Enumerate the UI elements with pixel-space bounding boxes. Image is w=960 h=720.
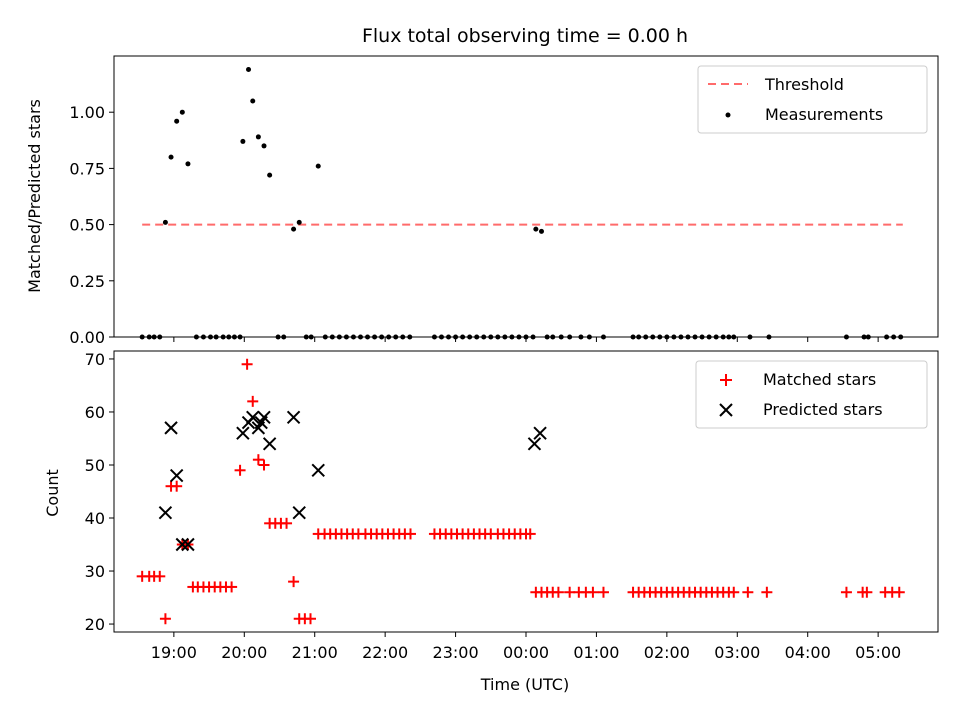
bottom-axes-frame bbox=[113, 350, 939, 633]
matched-star-point bbox=[861, 586, 873, 598]
x-tick-label: 22:00 bbox=[362, 643, 408, 662]
predicted-star-point bbox=[292, 506, 306, 520]
predicted-star-point bbox=[533, 426, 547, 440]
x-tick-label: 04:00 bbox=[785, 643, 831, 662]
x-tick-label: 19:00 bbox=[151, 643, 197, 662]
predicted-star-point bbox=[246, 410, 260, 424]
matched-star-point bbox=[234, 464, 246, 476]
y-tick-label: 30 bbox=[85, 562, 105, 581]
matched-star-point bbox=[241, 358, 253, 370]
matched-legend-label: Matched stars bbox=[763, 370, 876, 389]
x-tick-label: 00:00 bbox=[503, 643, 549, 662]
top-legend: Threshold Measurements bbox=[697, 65, 928, 134]
predicted-legend-swatch bbox=[719, 403, 733, 417]
y-tick-label: 0.50 bbox=[69, 216, 105, 235]
matched-star-point bbox=[226, 581, 238, 593]
bottom-x-axis: 19:00 20:00 21:00 22:00 23:00 00:00 01:00 02:00… bbox=[151, 632, 901, 662]
matched-star-point bbox=[258, 459, 270, 471]
predicted-star-point bbox=[311, 463, 325, 477]
matched-star-point bbox=[524, 528, 536, 540]
top-axes-frame bbox=[113, 55, 939, 338]
measurement-point bbox=[179, 109, 185, 115]
matched-star-point bbox=[404, 528, 416, 540]
matched-star-point bbox=[587, 586, 599, 598]
matched-star-point bbox=[742, 586, 754, 598]
y-tick-label: 70 bbox=[85, 350, 105, 369]
matched-star-point bbox=[171, 480, 183, 492]
matched-star-point bbox=[761, 586, 773, 598]
predicted-star-point bbox=[262, 437, 277, 451]
x-tick-label: 20:00 bbox=[221, 643, 267, 662]
top-y-axis-label: Matched/Predicted stars bbox=[25, 99, 44, 293]
y-tick-label: 40 bbox=[85, 509, 105, 528]
predicted-stars-series bbox=[158, 410, 547, 552]
matched-star-point bbox=[288, 576, 300, 588]
measurement-point bbox=[267, 172, 273, 178]
matched-star-point bbox=[552, 586, 564, 598]
predicted-star-point bbox=[257, 410, 271, 424]
matched-star-point bbox=[247, 395, 259, 407]
measurement-point bbox=[296, 219, 302, 225]
matched-legend-swatch bbox=[720, 374, 732, 386]
x-tick-label: 05:00 bbox=[855, 643, 901, 662]
matched-star-point bbox=[840, 586, 852, 598]
measurement-point bbox=[261, 143, 267, 149]
bottom-y-axis: 20 30 40 50 60 70 bbox=[85, 350, 114, 634]
x-tick-label: 21:00 bbox=[292, 643, 338, 662]
predicted-star-point bbox=[175, 537, 190, 552]
x-axis-label: Time (UTC) bbox=[480, 675, 569, 694]
x-tick-label: 23:00 bbox=[433, 643, 479, 662]
top-y-axis: 0.00 0.25 0.50 0.75 1.00 bbox=[69, 103, 114, 347]
predicted-star-point bbox=[169, 468, 184, 483]
measurement-point bbox=[240, 138, 246, 144]
measurement-point bbox=[538, 228, 544, 234]
bottom-legend: Matched stars Predicted stars bbox=[695, 360, 928, 429]
measurements-legend-label: Measurements bbox=[765, 105, 883, 124]
predicted-star-point bbox=[164, 421, 178, 435]
predicted-star-point bbox=[286, 410, 301, 424]
matched-star-point bbox=[252, 454, 264, 466]
measurement-point bbox=[250, 98, 256, 104]
matched-stars-series bbox=[136, 358, 905, 625]
matched-star-point bbox=[728, 586, 740, 598]
predicted-legend-label: Predicted stars bbox=[763, 400, 883, 419]
measurement-point bbox=[185, 161, 191, 167]
bottom-y-axis-label: Count bbox=[43, 469, 62, 517]
y-tick-label: 1.00 bbox=[69, 103, 105, 122]
measurement-point bbox=[291, 226, 297, 232]
y-tick-label: 20 bbox=[85, 615, 105, 634]
y-tick-label: 60 bbox=[85, 403, 105, 422]
matched-star-point bbox=[154, 570, 166, 582]
matched-star-point bbox=[281, 517, 293, 529]
x-tick-label: 02:00 bbox=[644, 643, 690, 662]
measurement-point bbox=[315, 163, 321, 169]
measurement-point bbox=[246, 66, 252, 72]
matched-star-point bbox=[304, 613, 316, 625]
measurement-point bbox=[174, 118, 180, 124]
measurement-point bbox=[162, 219, 168, 225]
matched-star-point bbox=[597, 586, 609, 598]
y-tick-label: 0.00 bbox=[69, 328, 105, 347]
matched-star-point bbox=[893, 586, 905, 598]
threshold-legend-label: Threshold bbox=[764, 75, 844, 94]
y-tick-label: 0.25 bbox=[69, 272, 105, 291]
bottom-legend-box bbox=[695, 360, 928, 429]
predicted-star-point bbox=[527, 437, 542, 451]
matched-star-point bbox=[159, 613, 171, 625]
measurement-point bbox=[255, 134, 261, 140]
predicted-star-point bbox=[181, 537, 195, 552]
x-tick-label: 03:00 bbox=[714, 643, 760, 662]
measurements-legend-swatch bbox=[725, 112, 731, 118]
top-legend-box bbox=[697, 65, 928, 134]
measurement-point bbox=[168, 154, 174, 160]
y-tick-label: 50 bbox=[85, 456, 105, 475]
y-tick-label: 0.75 bbox=[69, 159, 105, 178]
x-tick-label: 01:00 bbox=[573, 643, 619, 662]
predicted-star-point bbox=[158, 506, 173, 520]
measurement-point bbox=[533, 226, 539, 232]
chart-title: Flux total observing time = 0.00 h bbox=[362, 25, 688, 47]
predicted-star-point bbox=[236, 426, 250, 440]
